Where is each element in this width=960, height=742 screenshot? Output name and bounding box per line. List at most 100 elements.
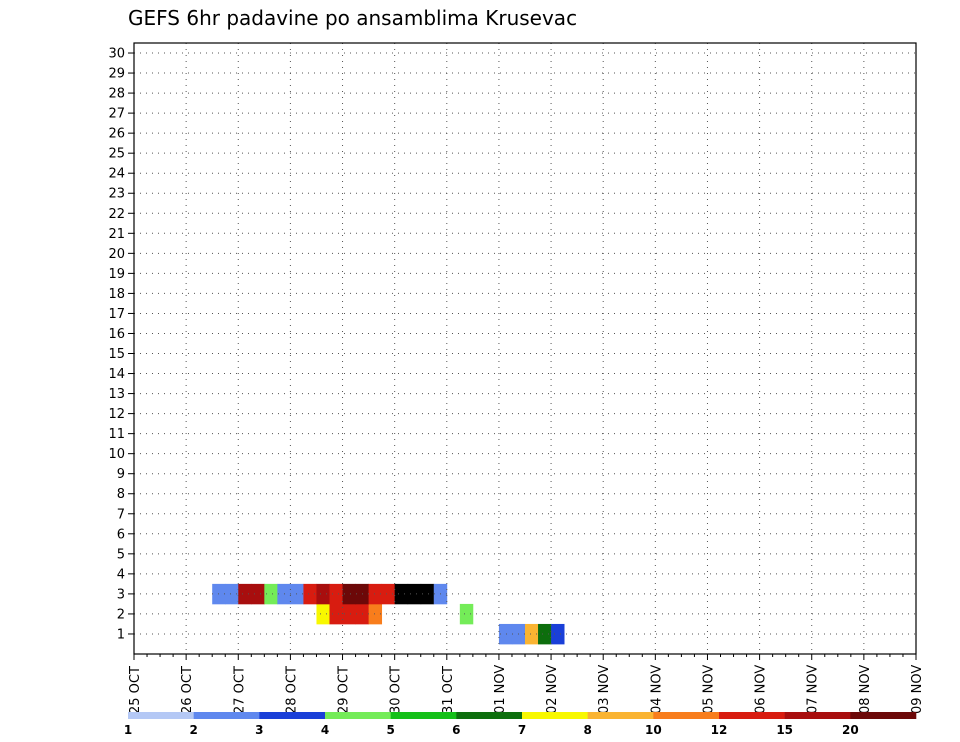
y-tick-label: 3 <box>117 587 125 602</box>
colorbar-label: 6 <box>452 723 460 737</box>
colorbar-swatch <box>784 712 851 719</box>
heatmap-cell <box>525 623 539 645</box>
x-tick-label: 07 NOV <box>806 665 821 714</box>
y-tick-label: 23 <box>108 187 125 202</box>
x-tick-label: 26 OCT <box>180 666 195 714</box>
colorbar-swatch <box>325 712 391 719</box>
y-tick-label: 11 <box>108 427 125 442</box>
heatmap-cell <box>368 583 383 605</box>
heatmap-cells <box>212 583 565 645</box>
heatmap-cell <box>368 603 383 625</box>
y-tick-label: 29 <box>108 67 125 82</box>
colorbar-label: 3 <box>255 723 263 737</box>
x-tick-label: 31 OCT <box>441 666 456 714</box>
colorbar-label: 8 <box>583 723 591 737</box>
heatmap-cell <box>303 583 317 605</box>
heatmap-cell <box>316 583 330 605</box>
x-tick-label: 01 NOV <box>493 665 508 714</box>
heatmap-cell <box>420 583 435 605</box>
y-tick-label: 14 <box>108 367 125 382</box>
x-tick-label: 08 NOV <box>858 665 873 714</box>
y-tick-label: 22 <box>108 207 125 222</box>
colorbar-swatch <box>390 712 457 719</box>
y-tick-label: 12 <box>108 407 125 422</box>
chart-title: GEFS 6hr padavine po ansamblima Krusevac <box>128 6 577 30</box>
y-tick-label: 7 <box>117 507 125 522</box>
heatmap-cell <box>498 623 513 645</box>
y-tick-label: 1 <box>117 627 125 642</box>
colorbar: 1 2 3 4 5 6 7 8 10 12 15 20 <box>124 712 917 737</box>
y-tick-label: 10 <box>108 447 125 462</box>
colorbar-swatch <box>128 712 194 719</box>
colorbar-swatch <box>259 712 326 719</box>
heatmap-cell <box>238 583 252 605</box>
y-tick-label: 20 <box>108 247 125 262</box>
x-axis: 25 OCT 26 OCT 27 OCT 28 OCT 29 OCT 30 OCT 31 O… <box>128 654 925 714</box>
heatmap-cell <box>290 583 304 605</box>
x-tick-label: 28 OCT <box>284 666 299 714</box>
y-tick-label: 9 <box>117 467 125 482</box>
colorbar-label: 5 <box>386 723 394 737</box>
x-tick-label: 27 OCT <box>232 666 247 714</box>
heatmap-cell <box>329 603 343 625</box>
colorbar-label: 1 <box>124 723 132 737</box>
colorbar-label: 2 <box>189 723 197 737</box>
y-tick-label: 8 <box>117 487 125 502</box>
y-tick-label: 21 <box>108 227 125 242</box>
y-tick-label: 26 <box>108 127 125 142</box>
y-tick-label: 30 <box>108 47 125 62</box>
heatmap-cell <box>551 623 565 645</box>
heatmap-cell <box>225 583 239 605</box>
grid-lines <box>133 42 917 655</box>
y-tick-label: 17 <box>108 307 125 322</box>
colorbar-swatch <box>193 712 260 719</box>
y-tick-label: 16 <box>108 327 125 342</box>
x-tick-label: 30 OCT <box>389 666 404 714</box>
colorbar-swatch <box>587 712 654 719</box>
heatmap-cell <box>538 623 552 645</box>
y-tick-label: 19 <box>108 267 125 282</box>
x-tick-label: 06 NOV <box>754 665 769 714</box>
x-tick-label: 03 NOV <box>597 665 612 714</box>
heatmap-cell <box>316 603 330 625</box>
heatmap-cell <box>407 583 422 605</box>
x-tick-label: 02 NOV <box>545 665 560 714</box>
heatmap-cell <box>251 583 265 605</box>
heatmap-cell <box>329 583 343 605</box>
heatmap-cell <box>381 583 396 605</box>
y-tick-label: 2 <box>117 607 125 622</box>
colorbar-label: 20 <box>842 723 859 737</box>
x-tick-label: 25 OCT <box>128 666 143 714</box>
y-tick-label: 13 <box>108 387 125 402</box>
colorbar-label: 15 <box>776 723 793 737</box>
colorbar-label: 12 <box>711 723 728 737</box>
colorbar-label: 4 <box>321 723 329 737</box>
x-tick-label: 09 NOV <box>910 665 925 714</box>
x-tick-label: 04 NOV <box>649 665 664 714</box>
heatmap-cell <box>459 603 474 625</box>
y-tick-label: 28 <box>108 87 125 102</box>
y-axis: 1234567891011121314151617181920212223242… <box>108 47 134 642</box>
colorbar-swatch <box>522 712 588 719</box>
y-tick-label: 4 <box>117 567 125 582</box>
heatmap-cell <box>394 583 409 605</box>
colorbar-label: 7 <box>518 723 526 737</box>
heatmap-cell <box>264 583 278 605</box>
x-tick-label: 29 OCT <box>337 666 352 714</box>
colorbar-swatch <box>456 712 523 719</box>
colorbar-swatch <box>850 712 917 719</box>
y-tick-label: 6 <box>117 527 125 542</box>
plot-frame <box>133 42 917 655</box>
y-tick-label: 24 <box>108 167 125 182</box>
colorbar-swatch <box>653 712 720 719</box>
colorbar-label: 10 <box>645 723 662 737</box>
colorbar-swatch <box>719 712 785 719</box>
y-tick-label: 5 <box>117 547 125 562</box>
y-tick-label: 18 <box>108 287 125 302</box>
y-tick-label: 15 <box>108 347 125 362</box>
heatmap-cell <box>342 583 356 605</box>
heatmap-cell <box>342 603 356 625</box>
y-tick-label: 25 <box>108 147 125 162</box>
x-tick-label: 05 NOV <box>701 665 716 714</box>
